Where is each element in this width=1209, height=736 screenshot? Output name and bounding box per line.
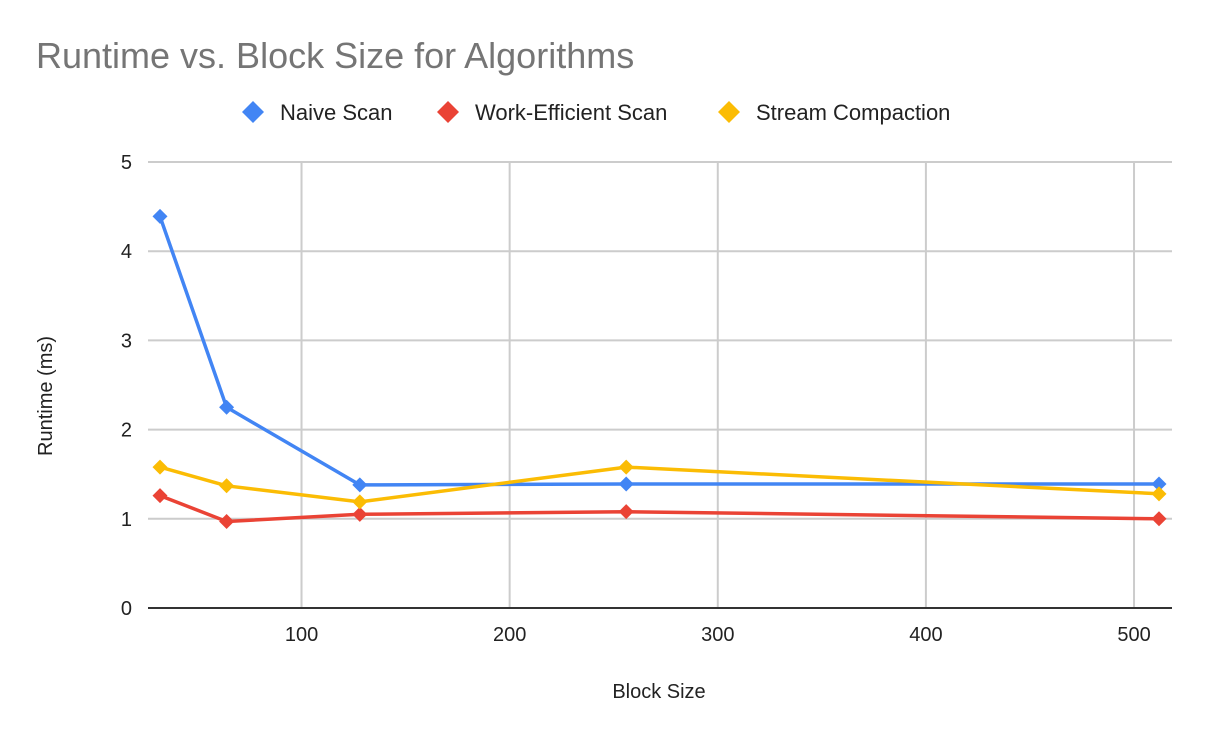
data-point[interactable] (352, 477, 368, 493)
x-tick-label: 200 (493, 624, 526, 646)
data-point[interactable] (352, 494, 368, 510)
data-point[interactable] (152, 459, 168, 475)
x-tick-label: 300 (701, 624, 734, 646)
x-axis-ticks: 100 200 300 400 500 (285, 624, 1151, 646)
y-tick-label: 2 (121, 420, 132, 442)
legend-marker-icon (437, 101, 459, 123)
data-point[interactable] (1151, 486, 1167, 502)
chart-legend: Naive Scan Work-Efficient Scan Stream Comp… (242, 100, 950, 125)
x-tick-label: 100 (285, 624, 318, 646)
series-layer (152, 208, 1167, 529)
legend-marker-icon (242, 101, 264, 123)
series-1 (152, 488, 1167, 529)
y-tick-label: 4 (121, 241, 132, 263)
series-line (158, 493, 1161, 524)
y-tick-label: 1 (121, 509, 132, 531)
legend-marker-icon (718, 101, 740, 123)
y-tick-label: 3 (121, 330, 132, 352)
legend-label: Stream Compaction (756, 100, 950, 125)
data-point[interactable] (152, 488, 168, 504)
data-point[interactable] (618, 459, 634, 475)
data-point[interactable] (219, 513, 235, 529)
series-2 (152, 459, 1167, 510)
data-point[interactable] (152, 208, 168, 224)
data-point[interactable] (219, 399, 235, 415)
y-tick-label: 5 (121, 152, 132, 174)
legend-item[interactable]: Work-Efficient Scan (437, 100, 667, 125)
data-point[interactable] (618, 504, 634, 520)
x-tick-label: 500 (1117, 624, 1150, 646)
data-point[interactable] (1151, 511, 1167, 527)
x-tick-label: 400 (909, 624, 942, 646)
grid-lines (148, 161, 1172, 609)
y-axis-ticks: 0 1 2 3 4 5 (121, 152, 132, 620)
x-axis-title: Block Size (612, 681, 705, 703)
data-point[interactable] (1151, 476, 1167, 492)
legend-item[interactable]: Naive Scan (242, 100, 393, 125)
legend-label: Work-Efficient Scan (475, 100, 667, 125)
series-line (158, 214, 1161, 487)
legend-item[interactable]: Stream Compaction (718, 100, 950, 125)
y-axis-title: Runtime (ms) (35, 336, 57, 456)
series-0 (152, 208, 1167, 493)
data-point[interactable] (618, 476, 634, 492)
chart-title: Runtime vs. Block Size for Algorithms (36, 35, 634, 76)
y-tick-label: 0 (121, 598, 132, 620)
legend-label: Naive Scan (280, 100, 393, 125)
data-point[interactable] (219, 478, 235, 494)
data-point[interactable] (352, 506, 368, 522)
